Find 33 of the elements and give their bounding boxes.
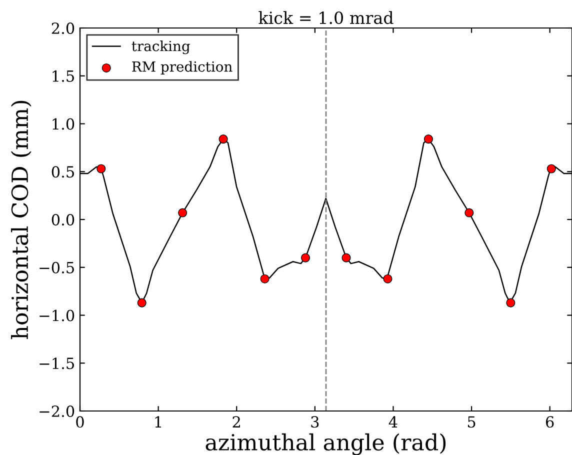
x-tick-label: 2 [232, 416, 240, 428]
point [464, 208, 474, 218]
x-tick-label: 5 [468, 416, 476, 428]
y-tick-label: 2.0 [52, 22, 74, 34]
y-tick-label: −2.0 [40, 405, 74, 418]
y-tick-label: −0.5 [40, 262, 74, 274]
y-axis-title: horizontal COD (mm) [10, 100, 32, 340]
point [424, 134, 433, 144]
legend-label: RM prediction [132, 61, 232, 75]
x-tick-label: 6 [546, 416, 554, 428]
point [260, 274, 270, 284]
x-tick-label: 0 [76, 416, 84, 428]
y-tick-label: 0.0 [52, 214, 74, 226]
x-axis-title: azimuthal angle (rad) [206, 433, 446, 455]
y-tick-label: 1.5 [52, 70, 74, 82]
point [383, 274, 392, 284]
x-tick-label: 4 [388, 416, 398, 428]
x-tick-label: 1 [155, 416, 161, 428]
point [342, 253, 351, 262]
x-tick-label: 3 [311, 416, 319, 428]
y-tick-label: 1.0 [52, 118, 74, 130]
point [546, 164, 556, 174]
y-tick-label: −1.0 [40, 310, 74, 322]
point [218, 134, 228, 144]
y-tick-label: 0.5 [52, 166, 74, 178]
legend-label: tracking [132, 40, 190, 54]
chart-title: kick = 1.0 mrad [258, 11, 394, 24]
y-tick-label: −1.5 [40, 358, 74, 370]
point [178, 208, 188, 218]
point [96, 164, 106, 174]
point [137, 298, 146, 308]
point [506, 298, 516, 308]
point [301, 253, 310, 262]
